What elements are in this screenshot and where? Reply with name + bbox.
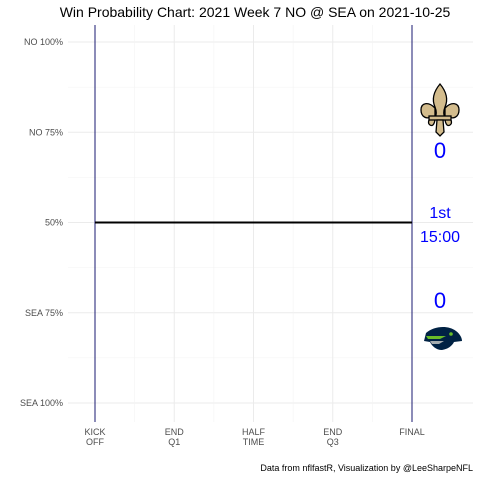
seahawks-logo [424,327,462,350]
game-clock: 15:00 [420,229,460,246]
x-tick-label: END [165,427,185,437]
saints-fleur-de-lis-logo [420,82,460,137]
x-tick-label: Q1 [168,437,180,447]
home-score: 0 [434,288,446,313]
y-tick-label: SEA 75% [25,308,63,318]
x-tick-label: TIME [243,437,265,447]
x-tick-label: OFF [86,437,104,447]
x-tick-label: Q3 [327,437,339,447]
y-tick-label: 50% [45,218,63,228]
chart-caption: Data from nflfastR, Visualization by @Le… [260,463,473,473]
x-tick-label: HALF [242,427,266,437]
y-axis: NO 100% NO 75% 50% SEA 75% SEA 100% [20,37,63,408]
x-tick-label: FINAL [399,427,425,437]
y-tick-label: NO 75% [29,127,63,137]
x-tick-label: END [323,427,343,437]
away-score: 0 [434,138,446,163]
quarter-label: 1st [429,205,451,222]
x-tick-label: KICK [84,427,105,437]
chart-title: Win Probability Chart: 2021 Week 7 NO @ … [60,4,451,20]
y-tick-label: SEA 100% [20,398,63,408]
y-tick-label: NO 100% [24,37,63,47]
